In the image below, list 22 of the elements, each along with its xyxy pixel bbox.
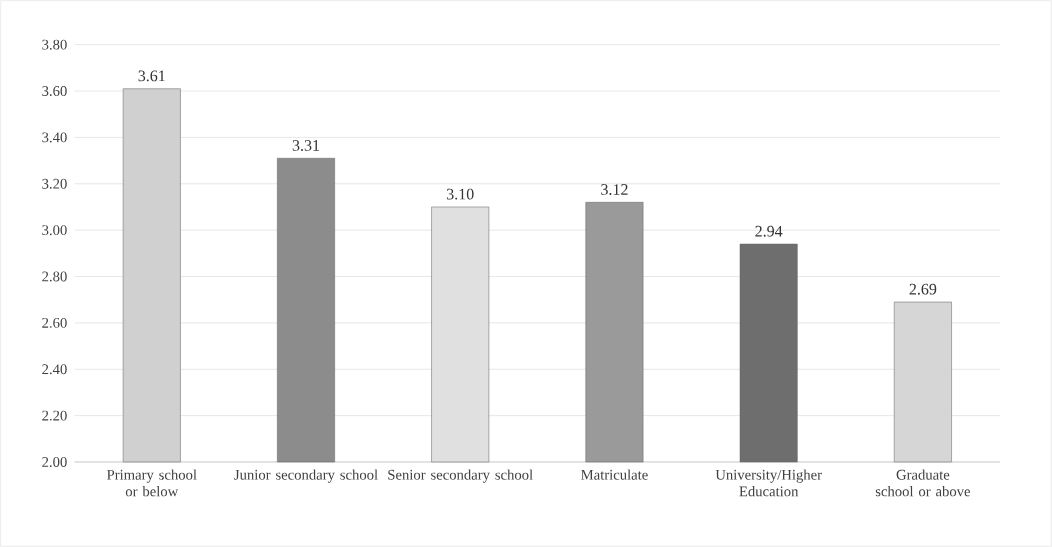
x-tick-label: Primary school or below bbox=[106, 469, 197, 497]
y-tick-label: 2.40 bbox=[42, 364, 67, 375]
y-tick-label: 2.80 bbox=[42, 271, 67, 282]
y-tick-label: 3.00 bbox=[42, 225, 67, 236]
data-label: 2.94 bbox=[755, 225, 783, 237]
data-label: 2.69 bbox=[909, 283, 937, 295]
y-tick-label: 3.20 bbox=[42, 178, 67, 189]
data-label: 3.10 bbox=[447, 188, 474, 200]
y-tick-label: 2.60 bbox=[42, 317, 67, 328]
data-label: 3.31 bbox=[292, 140, 320, 151]
x-tick-label: University/Higher Education bbox=[715, 469, 822, 497]
data-label: 3.61 bbox=[138, 70, 165, 82]
x-tick-label: Senior secondary school bbox=[388, 469, 533, 483]
data-label: 3.12 bbox=[601, 184, 628, 195]
y-tick-label: 3.60 bbox=[42, 86, 67, 97]
x-tick-label: Matriculate bbox=[581, 469, 648, 480]
y-tick-label: 3.80 bbox=[42, 39, 67, 50]
x-tick-label: Graduate school or above bbox=[875, 469, 971, 497]
y-tick-label: 2.00 bbox=[42, 457, 67, 467]
y-tick-label: 2.20 bbox=[42, 410, 67, 421]
y-tick-label: 3.40 bbox=[42, 132, 67, 143]
x-tick-label: Junior secondary school bbox=[234, 469, 378, 483]
